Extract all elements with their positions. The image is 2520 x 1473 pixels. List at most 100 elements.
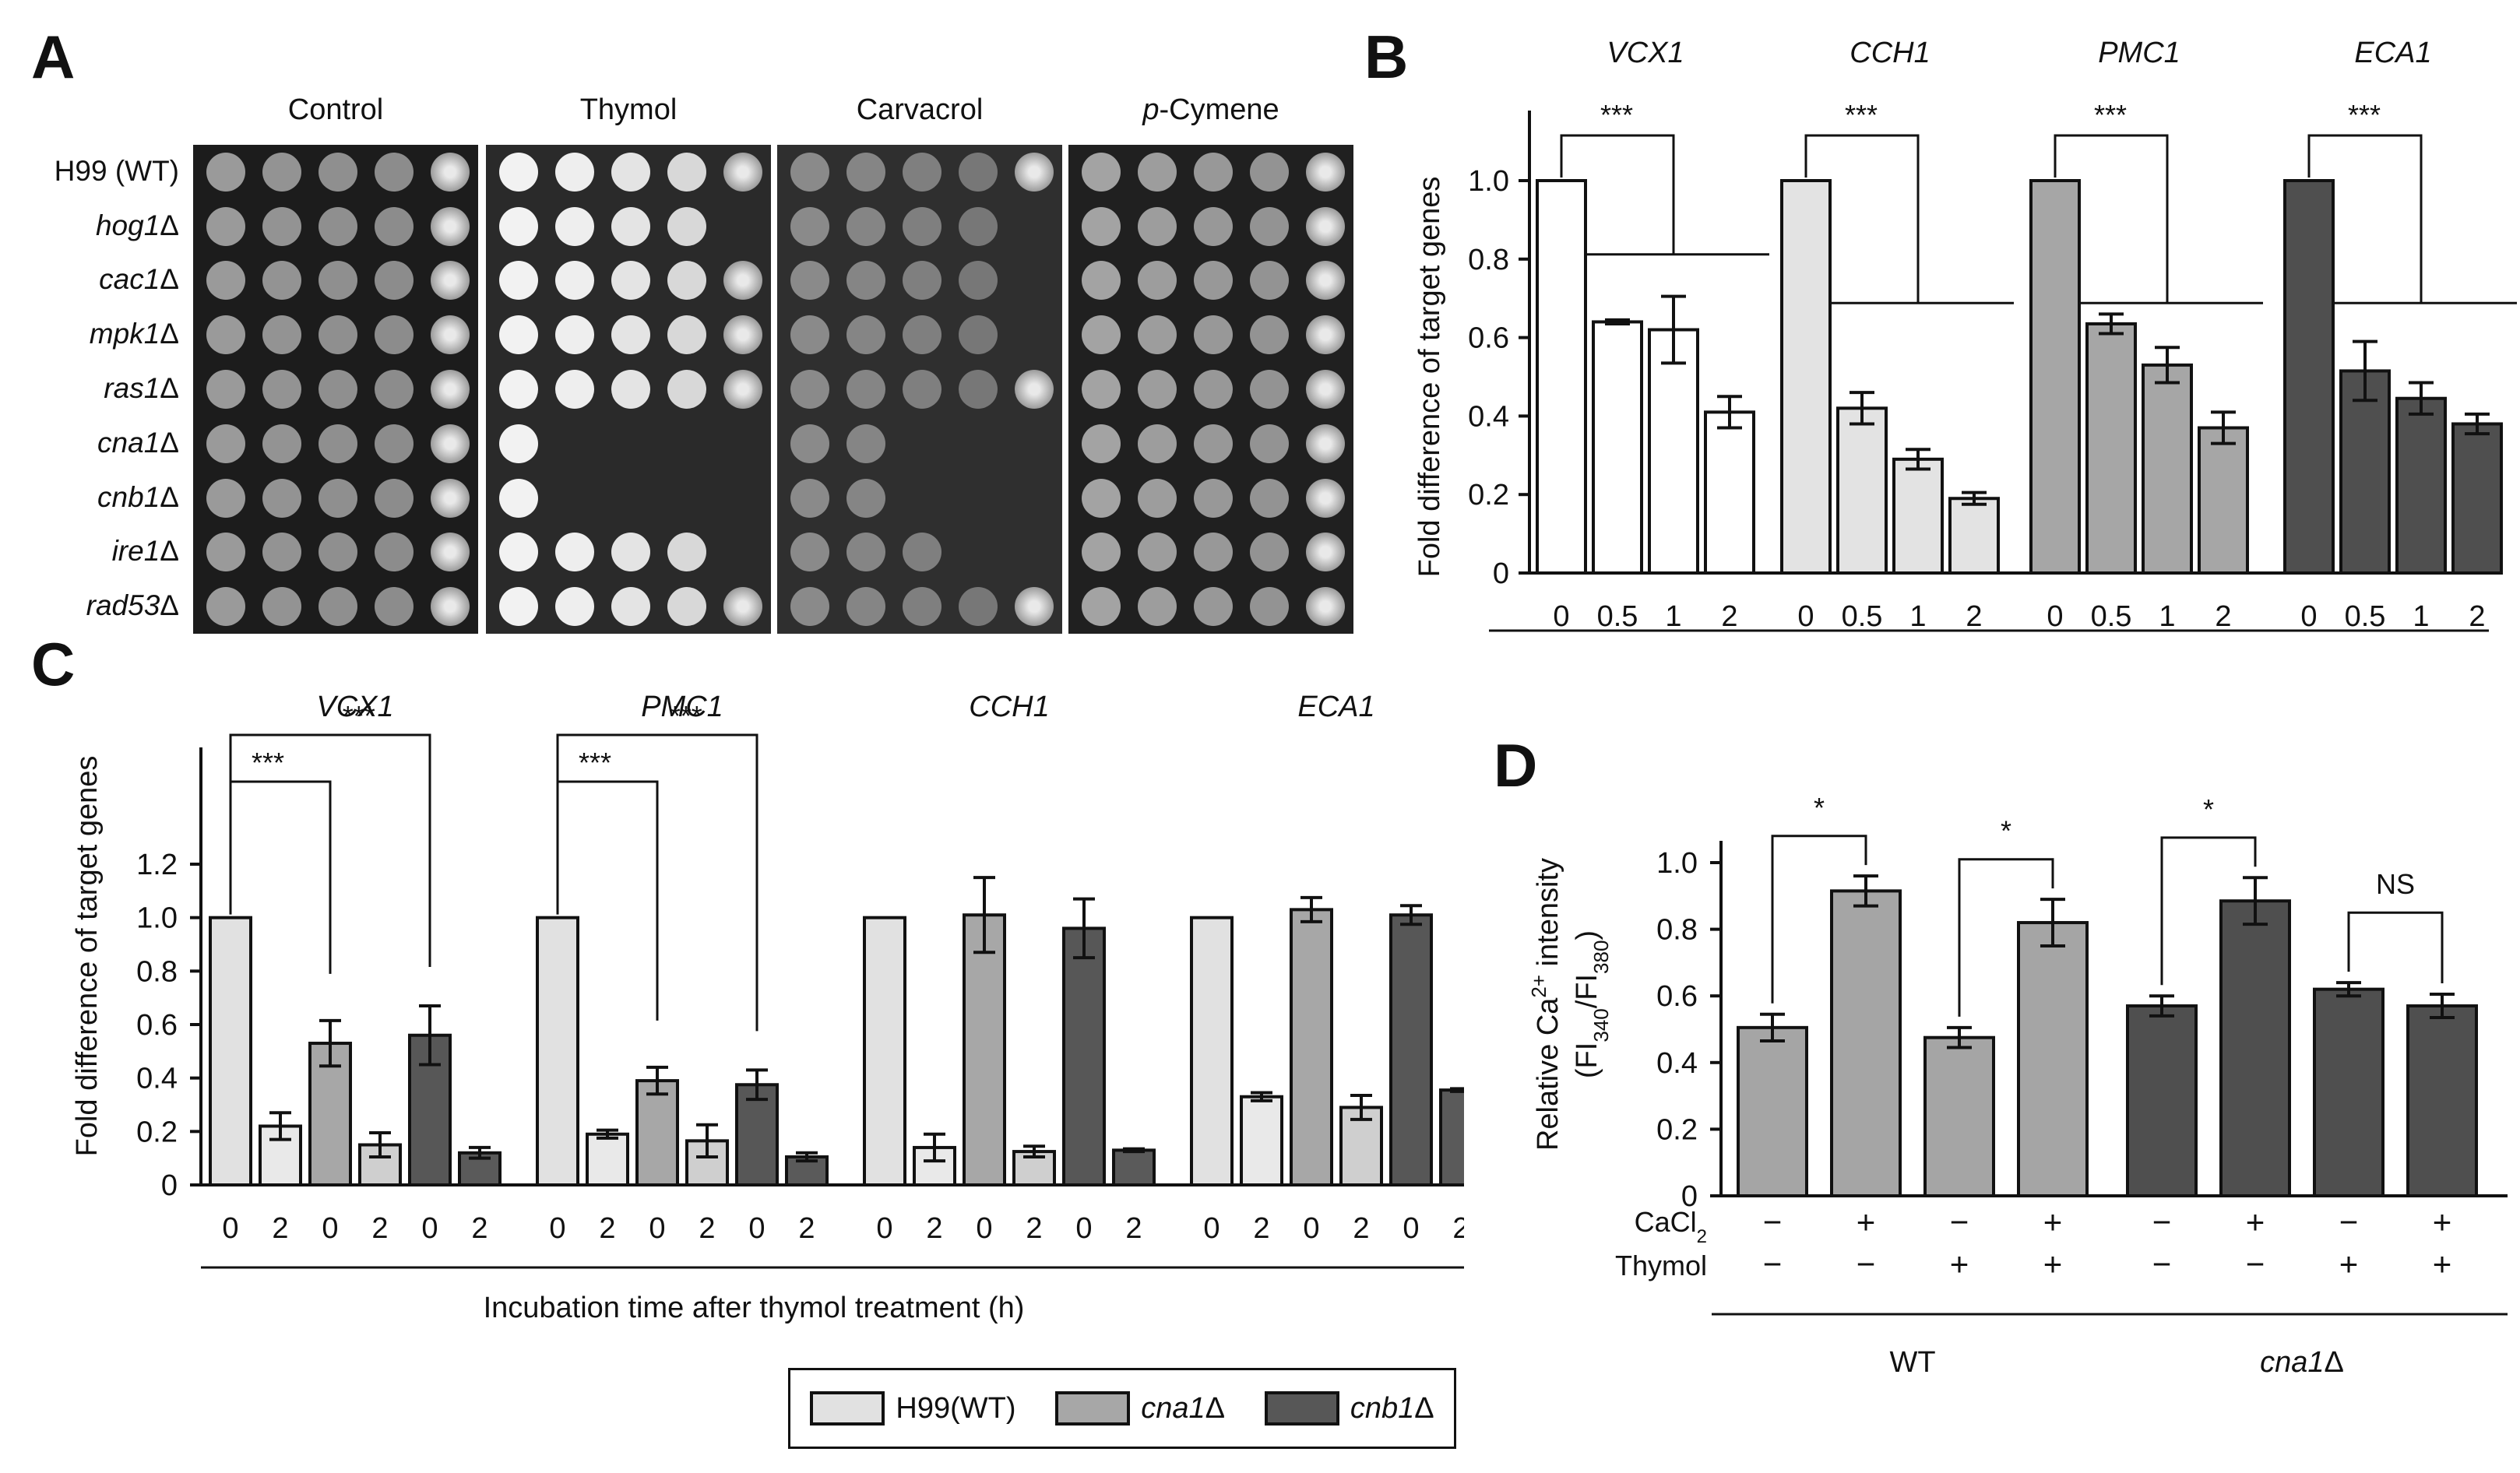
c-bar [1290,908,1333,1186]
c-y-tick-label: 0.6 [136,1009,178,1042]
colony-spot [431,206,470,246]
colony-spot [555,261,594,301]
colony-spot [1250,533,1289,572]
c-y-tick-label: 1.2 [136,849,178,881]
legend-swatch-cnb1 [1264,1391,1339,1426]
d-bar [2313,987,2384,1197]
colony-spot [206,478,245,518]
d-sig-bracket [1958,858,2054,1017]
b-y-tick-label: 0.8 [1468,244,1509,276]
d-y-tick-label: 0.8 [1656,914,1698,947]
d-bar [2219,899,2291,1197]
agar-plate-2 [777,145,1062,634]
d-y-tick-label: 0.4 [1656,1047,1698,1080]
colony-spot [790,370,829,409]
colony-spot [1082,315,1121,355]
colony-spot [846,315,885,355]
colony-spot [846,370,885,409]
colony-spot [206,206,245,246]
c-bar [209,916,252,1186]
d-sig-bracket [1771,835,1867,1004]
b-x-tick-label: 0 [1797,600,1814,633]
strain-gene: ire1 [111,535,160,568]
colony-spot [431,424,470,463]
colony-spot [1194,370,1233,409]
b-x-tick-label: 1 [2159,600,2175,633]
strain-suffix: Δ [160,372,179,404]
colony-spot [903,587,941,627]
c-bar [586,1132,629,1186]
colony-spot [959,370,998,409]
colony-spot [375,370,414,409]
colony-spot [375,587,414,627]
colony-spot [319,424,357,463]
strain-label: ire1Δ [0,535,179,568]
c-sig-label: *** [343,700,375,732]
colony-spot [555,424,594,463]
colony-spot [431,370,470,409]
colony-spot [903,152,941,192]
c-x-tick-label: 0 [421,1212,438,1245]
colony-spot [1015,207,1054,246]
colony-spot [1250,315,1289,355]
colony-spot [499,533,538,572]
colony-spot [1082,152,1121,192]
agar-plate-1 [486,145,771,634]
d-ytitle-part: 380 [1589,940,1613,974]
colony-spot [611,261,650,301]
d-row-label-thymol: Thymol [1615,1250,1707,1281]
colony-spot [723,207,762,246]
agar-plate-3 [1068,145,1353,634]
colony-spot [903,424,941,463]
b-bar [2085,322,2137,575]
colony-spot [1250,424,1289,463]
b-sig-label: *** [1845,99,1878,131]
colony-spot [846,206,885,246]
colony-spot [723,479,762,518]
colony-spot [959,261,998,301]
d-sig-label: * [2001,815,2011,847]
colony-spot [319,315,357,355]
legend-label-cna1: cna1Δ [1141,1392,1225,1426]
colony-spot [1082,587,1121,627]
c-x-tick-label: 0 [1303,1212,1319,1245]
d-thymol-sign: + [2339,1246,2359,1282]
b-bar [1648,328,1699,575]
colony-spot [375,261,414,301]
strain-suffix: Δ [160,263,179,296]
c-x-tick-label: 2 [926,1212,942,1245]
colony-spot [431,478,470,518]
colony-spot [846,533,885,572]
colony-spot [1138,206,1177,246]
b-y-tick-label: 1.0 [1468,165,1509,198]
strain-gene: cac1 [99,263,160,296]
strain-label: hog1Δ [0,209,179,242]
panel-label-c: C [31,630,76,698]
colony-spot [1306,533,1345,572]
colony-spot [1194,478,1233,518]
strain-suffix: Δ [160,318,179,350]
c-y-tick-label: 0 [161,1169,178,1202]
colony-spot [555,587,594,627]
c-y-tick-label: 0.8 [136,955,178,988]
d-bar [2017,921,2089,1197]
colony-spot [262,587,301,627]
b-sig-bracket [1560,134,1675,255]
c-x-tick-label: 2 [1353,1212,1369,1245]
colony-spot [1250,370,1289,409]
chart-b: 0 0.2 0.4 0.6 0.8 1.0 Fold difference of targe… [1413,37,2517,633]
colony-spot [555,152,594,192]
legend-swatch-cna1 [1055,1391,1131,1426]
colony-spot [1082,206,1121,246]
colony-spot [1194,206,1233,246]
colony-spot [1138,587,1177,627]
colony-spot [903,206,941,246]
d-ytitle-a: Relative Ca [1532,997,1564,1151]
c-x-tick-label: 0 [1075,1212,1092,1245]
b-x-tick-label: 0 [2300,600,2317,633]
strain-gene: hog1 [95,209,160,241]
d-bar [1923,1035,1995,1198]
colony-spot [790,261,829,301]
colony-spot [499,478,538,518]
strain-suffix: H99 (WT) [54,154,179,187]
